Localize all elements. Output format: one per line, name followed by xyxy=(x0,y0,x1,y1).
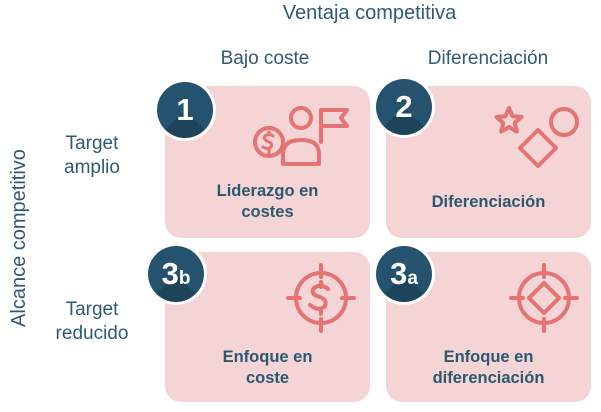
target-diamond-icon xyxy=(509,263,579,333)
row-header-line: Target xyxy=(65,133,119,154)
row-header-line: reducido xyxy=(55,323,129,344)
strategy-card-cost-focus: Enfoque en coste xyxy=(165,252,370,402)
card-label-line: Diferenciación xyxy=(431,193,546,211)
target-dollar-icon xyxy=(286,263,356,333)
card-label: Diferenciación xyxy=(386,192,591,213)
badge-number: 3 xyxy=(161,256,179,291)
row-header-line: amplio xyxy=(64,157,120,178)
column-header-low-cost: Bajo coste xyxy=(220,48,310,69)
row-header-line: Target xyxy=(65,299,119,320)
column-header-differentiation: Diferenciación xyxy=(427,48,549,69)
badge-suffix: a xyxy=(407,268,418,289)
number-badge-3b: 3b xyxy=(148,246,204,302)
number-badge-3a: 3a xyxy=(376,246,432,302)
cost-leader-icon xyxy=(253,106,349,166)
shapes-icon xyxy=(494,106,579,168)
card-label-line: Enfoque en xyxy=(443,348,534,366)
badge-number: 2 xyxy=(395,89,413,124)
strategy-card-differentiation-focus: Enfoque en diferenciación xyxy=(386,252,591,402)
row-header-broad-target: Target amplio xyxy=(37,132,147,180)
badge-suffix: b xyxy=(178,268,191,289)
card-label-line: diferenciación xyxy=(432,369,545,387)
card-label: Liderazgo en costes xyxy=(165,181,370,223)
number-badge-1: 1 xyxy=(157,82,213,138)
chart-title: Ventaja competitiva xyxy=(282,2,457,24)
card-label-line: Enfoque en xyxy=(222,348,313,366)
row-header-narrow-target: Target reducido xyxy=(37,298,147,346)
badge-number: 1 xyxy=(176,92,194,127)
card-label: Enfoque en coste xyxy=(165,347,370,389)
card-label-line: coste xyxy=(245,369,290,387)
card-label: Enfoque en diferenciación xyxy=(386,347,591,389)
card-label-line: costes xyxy=(241,203,294,221)
strategy-card-cost-leadership: Liderazgo en costes xyxy=(165,86,370,238)
card-label-line: Liderazgo en xyxy=(216,182,319,200)
side-axis-title: Alcance competitivo xyxy=(8,149,30,327)
badge-number: 3 xyxy=(390,256,408,291)
number-badge-2: 2 xyxy=(376,79,432,135)
strategy-card-differentiation: Diferenciación xyxy=(386,86,591,238)
